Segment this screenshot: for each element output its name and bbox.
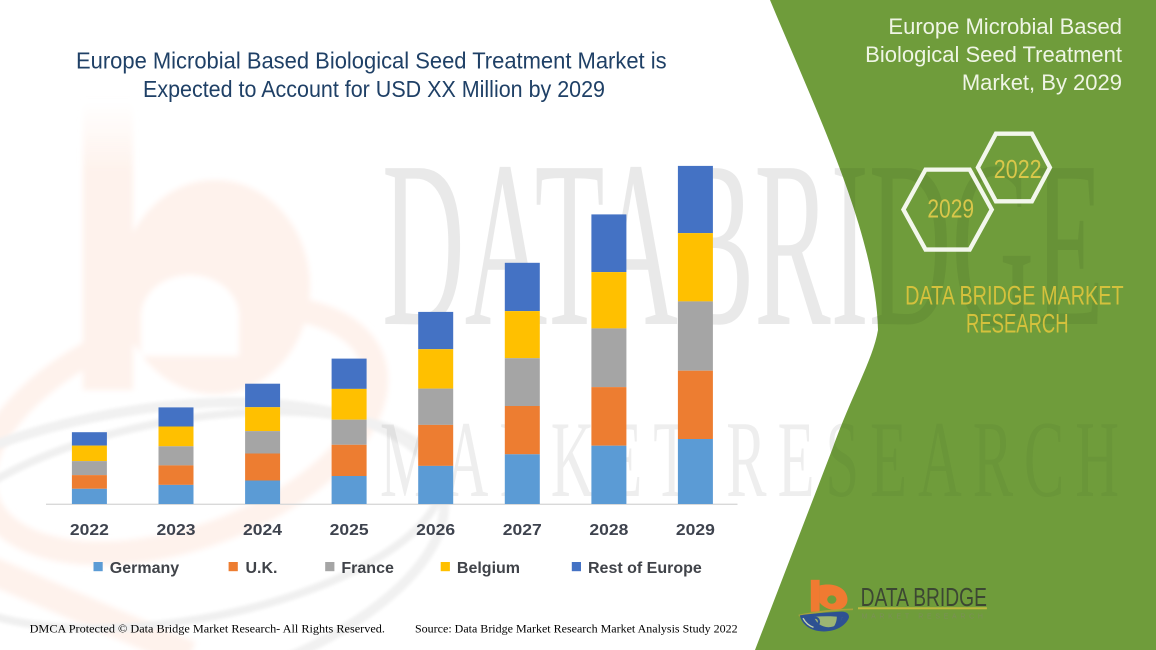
svg-text:2022: 2022 [994,156,1042,184]
svg-text:2025: 2025 [330,522,369,539]
svg-text:2024: 2024 [243,522,282,539]
svg-text:DMCA Protected © Data Bridge M: DMCA Protected © Data Bridge Market Rese… [30,622,385,636]
svg-text:Rest of Europe: Rest of Europe [588,560,702,577]
svg-text:2026: 2026 [416,522,455,539]
svg-text:Belgium: Belgium [457,560,520,577]
svg-text:2022: 2022 [70,522,109,539]
svg-text:Germany: Germany [110,560,179,577]
svg-text:France: France [341,560,394,577]
svg-text:DATA BRIDGE MARKET: DATA BRIDGE MARKET [905,281,1124,311]
svg-text:2029: 2029 [927,195,974,223]
svg-text:MARKET RESEARCH: MARKET RESEARCH [862,612,987,621]
svg-text:2029: 2029 [676,522,715,539]
svg-text:Market, By 2029: Market, By 2029 [962,70,1122,95]
svg-text:Source: Data Bridge Market Res: Source: Data Bridge Market Research Mark… [415,622,738,636]
svg-text:Biological Seed Treatment: Biological Seed Treatment [865,42,1122,67]
svg-text:Europe Microbial Based Biologi: Europe Microbial Based Biological Seed T… [76,47,667,73]
svg-text:Europe Microbial Based: Europe Microbial Based [888,14,1122,39]
svg-text:RESEARCH: RESEARCH [966,309,1069,339]
svg-text:2027: 2027 [503,522,542,539]
svg-text:Expected to Account for USD XX: Expected to Account for USD XX Million b… [143,76,605,102]
svg-text:2023: 2023 [157,522,196,539]
svg-text:U.K.: U.K. [246,560,278,577]
svg-text:2028: 2028 [589,522,628,539]
svg-text:DATA BRIDGE: DATA BRIDGE [861,582,987,612]
